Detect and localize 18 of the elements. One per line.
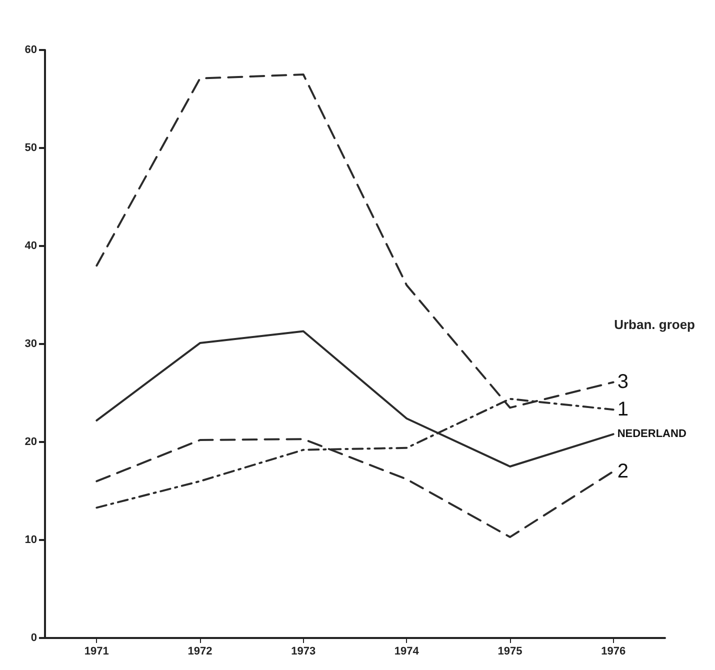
x-tick-label: 1976 (601, 646, 626, 658)
y-tick-label: 30 (24, 338, 37, 350)
x-tick-label: 1973 (291, 646, 316, 658)
y-tick-label: 50 (24, 142, 37, 154)
series-label: 1 (617, 398, 628, 421)
y-tick-label: 40 (24, 240, 37, 252)
series-label: 2 (617, 460, 628, 482)
x-tick-label: 1972 (188, 646, 212, 658)
y-tick-label: 10 (24, 534, 37, 546)
x-tick-label: 1971 (84, 646, 109, 658)
series-label: 3 (617, 371, 628, 394)
x-tick-label: 1974 (394, 646, 420, 658)
legend-title: Urban. groep (614, 317, 696, 332)
y-tick-label: 0 (30, 632, 37, 644)
y-tick-label: 60 (24, 44, 37, 56)
y-tick-label: 20 (24, 436, 37, 448)
x-tick-label: 1975 (498, 646, 522, 658)
series-label: NEDERLAND (617, 428, 686, 440)
